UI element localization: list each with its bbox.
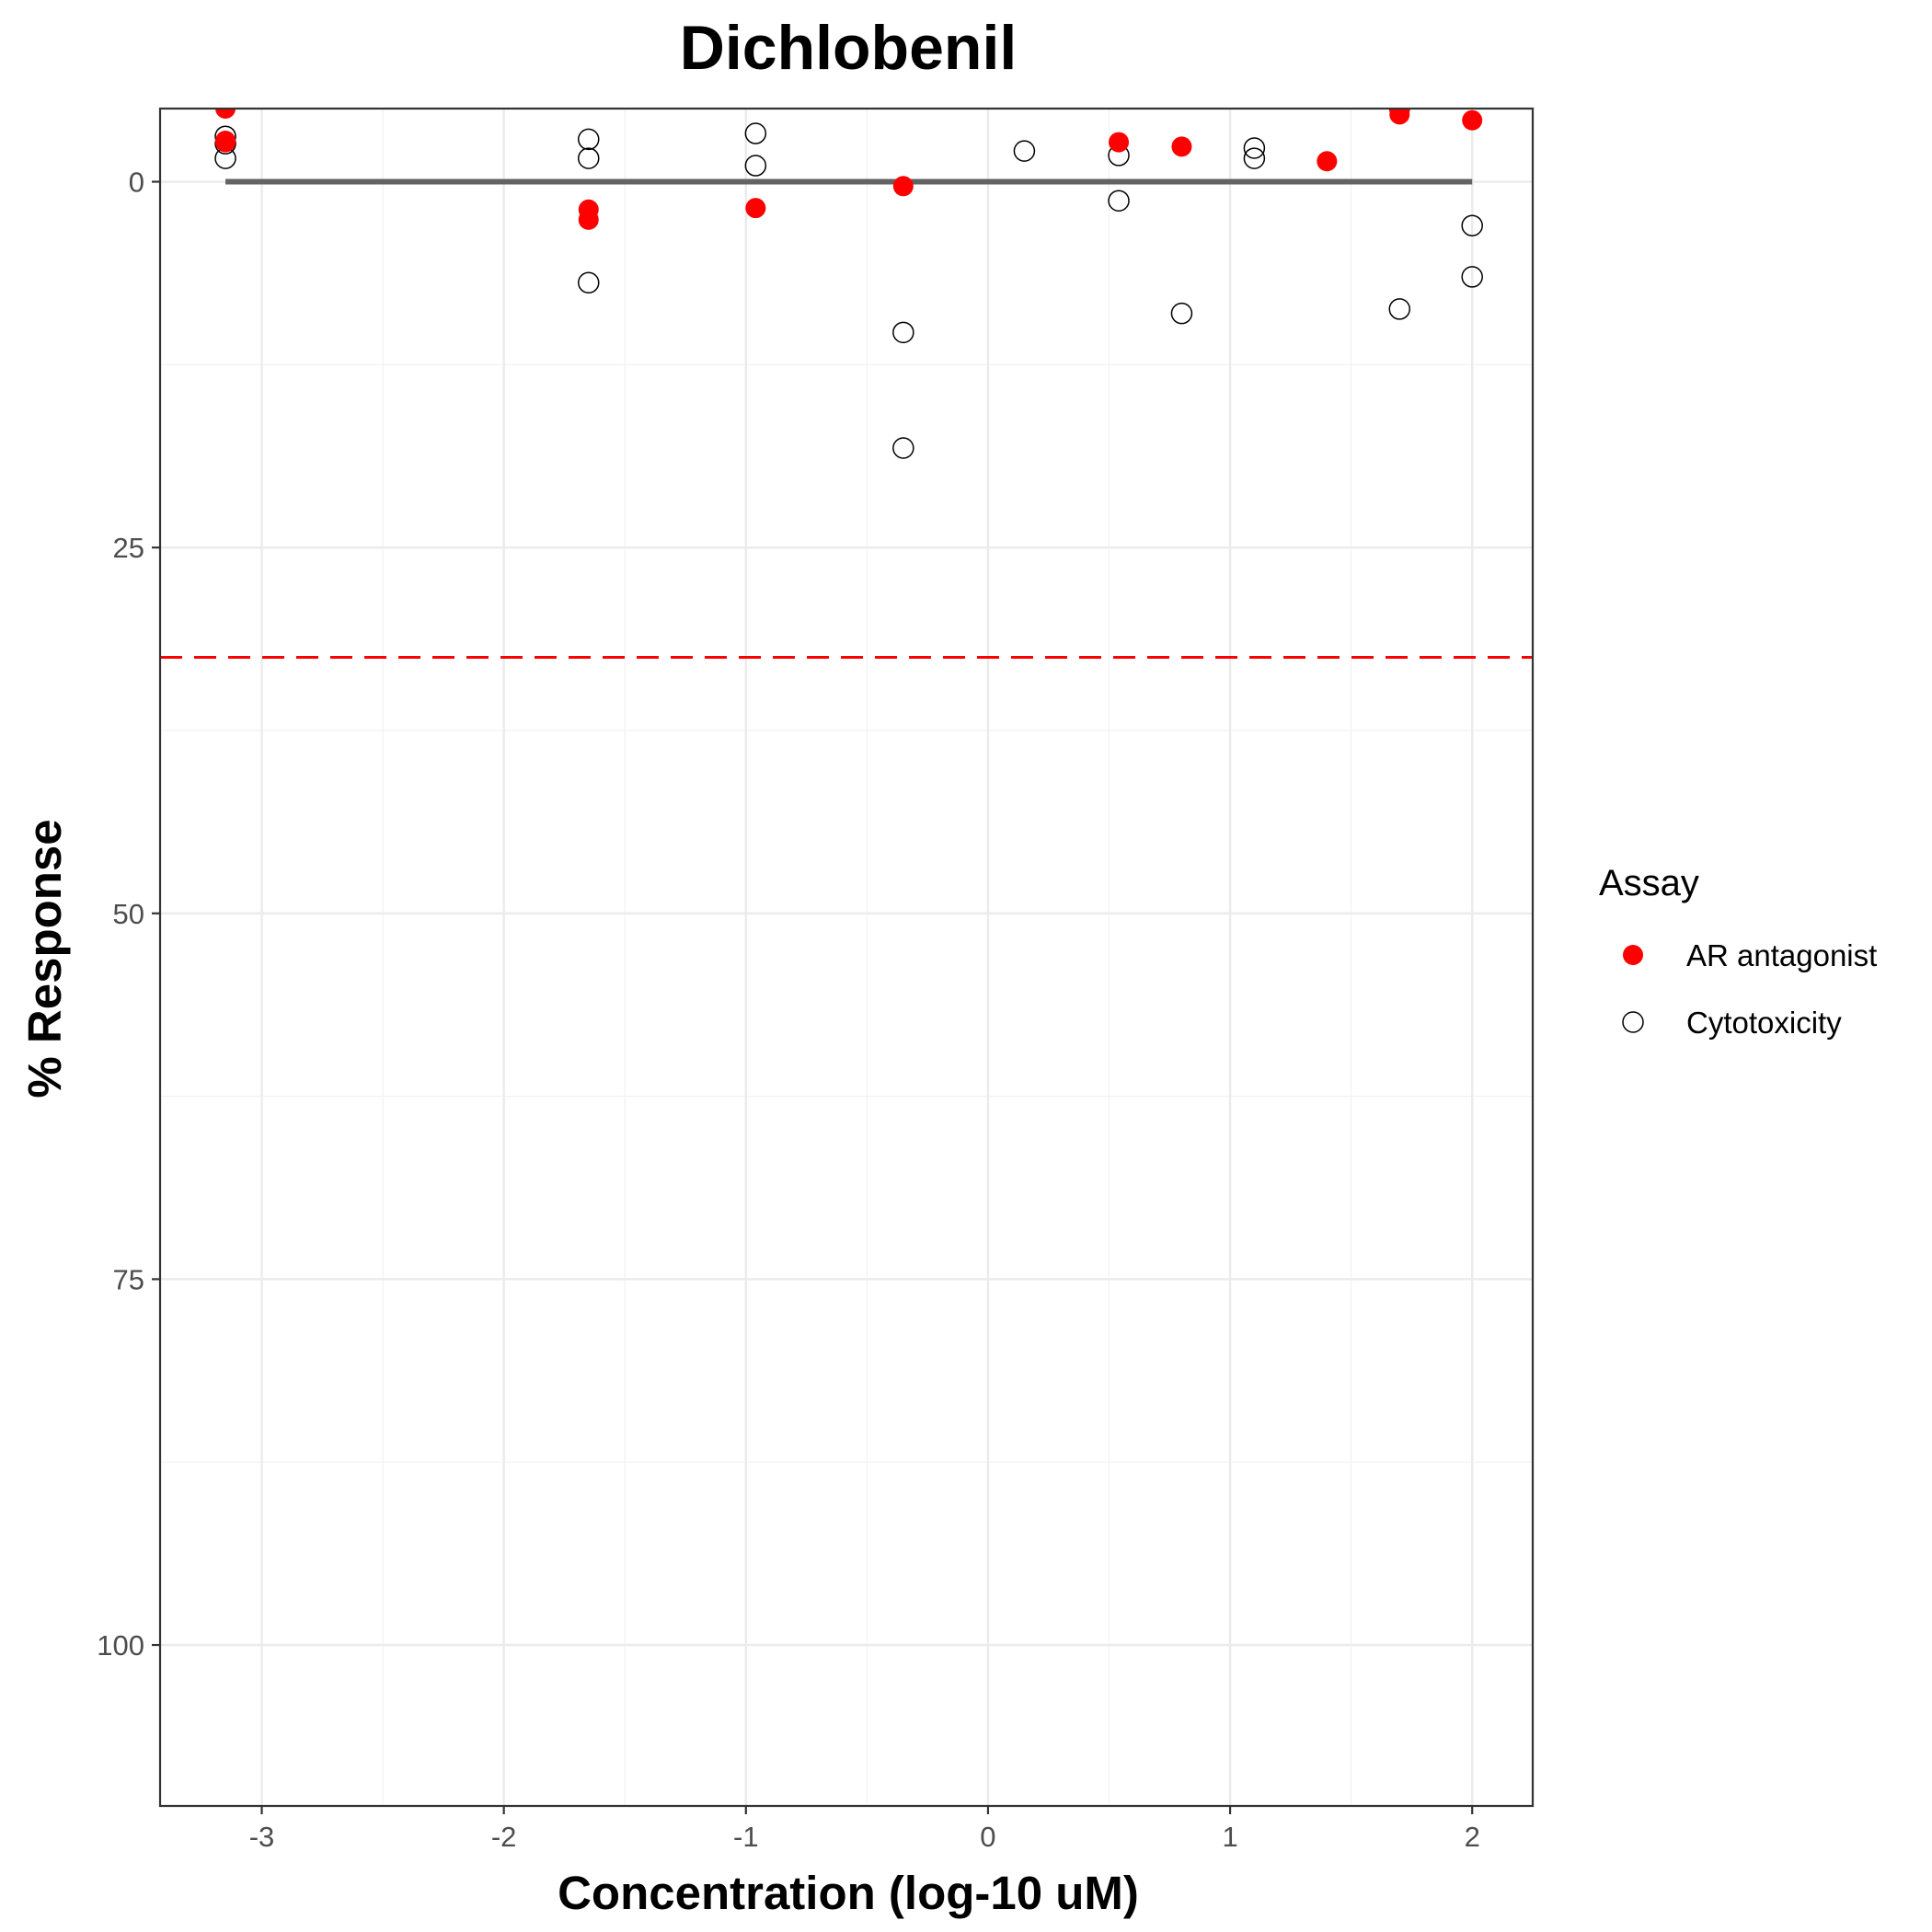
x-tick-label: -2: [491, 1821, 517, 1853]
legend-title: Assay: [1599, 863, 1699, 903]
data-point-ar-antagonist: [1389, 109, 1410, 121]
legend-key-ar-antagonist: [1623, 945, 1643, 965]
data-point-ar-antagonist: [1317, 151, 1338, 172]
x-axis-ticks: -3 -2 -1 0 1 2: [249, 1806, 1480, 1853]
y-tick-label: 0: [129, 167, 144, 199]
data-point-cytotoxicity: [578, 128, 600, 151]
plot-panel-border: [158, 107, 1535, 1808]
data-point-ar-antagonist: [1171, 136, 1192, 157]
y-tick-label: 100: [97, 1629, 144, 1662]
data-point-cytotoxicity: [744, 155, 767, 177]
data-point-cytotoxicity: [1013, 140, 1036, 162]
y-tick-label: 75: [113, 1263, 144, 1295]
data-point-cytotoxicity: [744, 122, 767, 144]
data-point-cytotoxicity: [1461, 266, 1483, 288]
x-tick-label: 0: [980, 1821, 995, 1853]
y-tick-label: 50: [113, 898, 144, 930]
data-point-cytotoxicity: [1108, 190, 1130, 212]
data-point-cytotoxicity: [1461, 214, 1483, 236]
chart-title: Dichlobenil: [680, 13, 1017, 83]
data-point-ar-antagonist: [745, 198, 766, 219]
data-point-ar-antagonist: [892, 176, 914, 197]
data-point-cytotoxicity: [1170, 302, 1193, 325]
data-point-cytotoxicity: [578, 271, 600, 294]
legend-label-cytotoxicity: Cytotoxicity: [1686, 1006, 1842, 1040]
data-point-cytotoxicity: [1243, 147, 1266, 169]
data-point-ar-antagonist: [1462, 109, 1483, 131]
x-tick-label: -1: [733, 1821, 759, 1853]
data-point-cytotoxicity: [892, 321, 914, 344]
grid-lines: [160, 109, 1533, 1806]
data-point-cytotoxicity: [1388, 298, 1411, 320]
x-axis-title: Concentration (log-10 uM): [558, 1867, 1139, 1919]
data-point-cytotoxicity: [578, 147, 600, 169]
x-tick-label: -3: [249, 1821, 275, 1853]
data-point-ar-antagonist: [1109, 132, 1130, 153]
data-point-cytotoxicity: [892, 437, 914, 459]
data-point-ar-antagonist: [578, 209, 599, 230]
data-points: [214, 109, 1483, 459]
y-axis-ticks: 0 25 50 75 100: [97, 167, 160, 1662]
y-axis-title: % Response: [18, 819, 71, 1098]
legend: Assay AR antagonist Cytotoxicity: [1599, 863, 1877, 1040]
data-point-ar-antagonist: [215, 130, 236, 151]
legend-label-ar-antagonist: AR antagonist: [1686, 938, 1877, 972]
x-tick-label: 2: [1465, 1821, 1480, 1853]
data-point-cytotoxicity: [1243, 137, 1266, 159]
data-point-ar-antagonist: [215, 109, 236, 119]
y-tick-label: 25: [113, 532, 144, 564]
x-tick-label: 1: [1222, 1821, 1237, 1853]
legend-key-cytotoxicity: [1622, 1011, 1644, 1033]
